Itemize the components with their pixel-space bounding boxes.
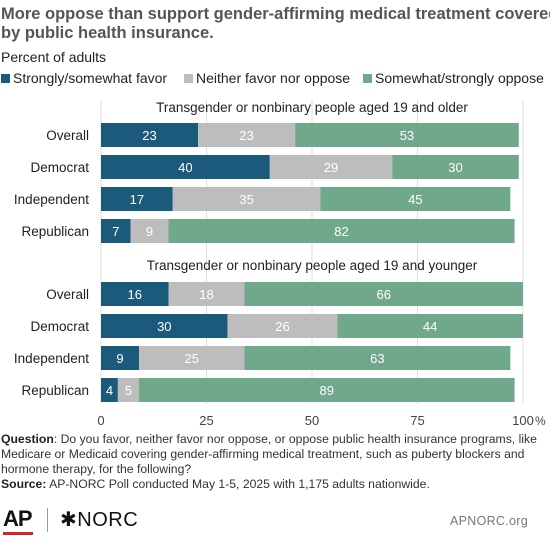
bar-value-label: 45 <box>408 192 422 207</box>
bar-segment <box>101 187 173 211</box>
bar-value-label: 4 <box>106 383 113 398</box>
legend-label-neither: Neither favor nor oppose <box>196 70 351 86</box>
legend: Strongly/somewhat favor Neither favor no… <box>0 70 550 90</box>
bar-segment <box>130 219 169 243</box>
x-tick-label: 25 <box>199 413 213 428</box>
row-label: Democrat <box>30 319 89 334</box>
bar-value-label: 5 <box>125 383 132 398</box>
bar-segment <box>168 219 515 243</box>
source-label: Source: <box>1 477 47 491</box>
bar-segment <box>117 378 139 402</box>
bar-segment <box>101 378 118 402</box>
bar-segment <box>101 123 199 147</box>
bar-value-label: 82 <box>334 224 348 239</box>
bar-segment <box>101 346 139 370</box>
logo-divider <box>47 508 48 532</box>
bar-segment <box>138 346 245 370</box>
bar-value-label: 16 <box>128 287 142 302</box>
legend-label-favor: Strongly/somewhat favor <box>13 70 168 86</box>
bar-segment <box>337 314 523 338</box>
bar-value-label: 9 <box>146 224 153 239</box>
bar-segment <box>172 187 321 211</box>
x-tick-label: 50 <box>305 413 319 428</box>
bar-value-label: 23 <box>239 128 253 143</box>
bar-segment <box>101 282 169 306</box>
bar-segment <box>295 123 519 147</box>
legend-swatch-favor <box>1 73 10 83</box>
bar-value-label: 18 <box>199 287 213 302</box>
bar-value-label: 29 <box>324 160 338 175</box>
question-label: Question <box>1 432 54 446</box>
bar-value-label: 63 <box>370 351 384 366</box>
bar-segment <box>198 123 296 147</box>
ap-logo: AP <box>3 506 33 531</box>
x-tick-label: 100 <box>512 413 534 428</box>
row-label: Republican <box>21 383 89 398</box>
bar-segment <box>101 155 270 179</box>
row-label: Independent <box>14 351 89 366</box>
legend-label-oppose: Somewhat/strongly oppose <box>375 70 544 86</box>
bar-value-label: 40 <box>178 160 192 175</box>
bar-value-label: 66 <box>377 287 391 302</box>
norc-logo: ✱NORC <box>60 509 139 531</box>
row-label: Democrat <box>30 160 89 175</box>
bar-value-label: 9 <box>116 351 123 366</box>
bar-segment <box>244 346 511 370</box>
x-tick-label: 0 <box>97 413 104 428</box>
bar-value-label: 17 <box>130 192 144 207</box>
bar-value-label: 26 <box>275 319 289 334</box>
row-label: Republican <box>21 224 89 239</box>
stacked-bar-chart: Transgender or nonbinary people aged 19 … <box>14 100 546 428</box>
group-title: Transgender or nonbinary people aged 19 … <box>156 100 468 115</box>
chart-title-line-2: by public health insurance. <box>1 24 214 42</box>
row-label: Independent <box>14 192 89 207</box>
legend-swatch-neither <box>184 73 193 83</box>
footer: AP ✱NORC APNORC.org <box>0 504 550 550</box>
bar-value-label: 30 <box>157 319 171 334</box>
legend-item-oppose: Somewhat/strongly oppose <box>363 70 544 86</box>
legend-item-neither: Neither favor nor oppose <box>184 70 350 86</box>
chart-title-line-1: More oppose than support gender-affirmin… <box>1 5 550 23</box>
row-label: Overall <box>46 287 89 302</box>
bar-value-label: 25 <box>184 351 198 366</box>
bar-segment <box>320 187 511 211</box>
bar-value-label: 89 <box>320 383 334 398</box>
bar-segment <box>269 155 393 179</box>
bar-value-label: 35 <box>239 192 253 207</box>
ap-logo-underline <box>3 532 33 535</box>
chart-subtitle: Percent of adults <box>1 49 107 65</box>
bar-segment <box>244 282 524 306</box>
chart-title: More oppose than support gender-affirmin… <box>0 5 550 43</box>
x-tick-label: 75 <box>410 413 424 428</box>
chart-note: Question: Do you favor, neither favor no… <box>1 432 549 492</box>
bar-value-label: 30 <box>448 160 462 175</box>
bar-value-label: 23 <box>142 128 156 143</box>
group-title: Transgender or nonbinary people aged 19 … <box>147 258 478 273</box>
question-text: : Do you favor, neither favor nor oppose… <box>1 432 537 476</box>
site-link[interactable]: APNORC.org <box>449 514 528 528</box>
bar-segment <box>101 314 228 338</box>
bar-value-label: 7 <box>112 224 119 239</box>
bar-segment <box>101 219 131 243</box>
x-unit-label: % <box>535 414 546 428</box>
bar-value-label: 44 <box>423 319 437 334</box>
bar-segment <box>138 378 515 402</box>
bar-segment <box>227 314 338 338</box>
bar-segment <box>392 155 519 179</box>
legend-item-favor: Strongly/somewhat favor <box>1 70 167 86</box>
source-text: AP-NORC Poll conducted May 1-5, 2025 wit… <box>46 477 430 491</box>
row-label: Overall <box>46 128 89 143</box>
bar-value-label: 53 <box>400 128 414 143</box>
bar-segment <box>168 282 245 306</box>
legend-swatch-oppose <box>363 73 372 83</box>
